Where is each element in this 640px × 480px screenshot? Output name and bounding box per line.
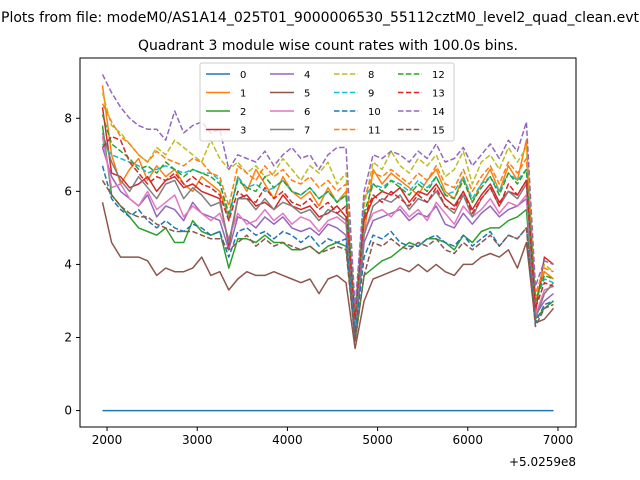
series-lines bbox=[101, 74, 555, 412]
y-tick-label: 0 bbox=[64, 404, 72, 418]
y-tick-label: 2 bbox=[64, 330, 72, 344]
plot-area: 2000 3000 4000 5000 6000 7000 0 2 4 6 8 +5.0259e8 bbox=[64, 57, 577, 469]
series-line-13 bbox=[101, 135, 554, 320]
legend-frame bbox=[199, 62, 455, 142]
chart-title: Quadrant 3 module wise count rates with … bbox=[138, 38, 518, 54]
x-tick-label: 2000 bbox=[92, 433, 123, 447]
series-line-3 bbox=[101, 107, 554, 331]
legend-label-13: 13 bbox=[432, 89, 445, 100]
series-line-11 bbox=[101, 103, 554, 310]
legend-label-15: 15 bbox=[432, 126, 445, 137]
legend-label-7: 7 bbox=[304, 126, 310, 137]
y-tick-label: 6 bbox=[64, 184, 72, 198]
x-tick-label: 4000 bbox=[272, 433, 303, 447]
y-axis: 0 2 4 6 8 bbox=[64, 111, 80, 418]
legend-label-10: 10 bbox=[368, 107, 381, 118]
legend-label-14: 14 bbox=[432, 107, 445, 118]
x-tick-label: 7000 bbox=[543, 433, 574, 447]
legend-label-12: 12 bbox=[432, 70, 445, 81]
x-tick-label: 3000 bbox=[182, 433, 213, 447]
legend-label-4: 4 bbox=[304, 70, 310, 81]
axes-frame bbox=[79, 57, 577, 428]
series-line-12 bbox=[101, 114, 554, 317]
legend-label-9: 9 bbox=[368, 89, 374, 100]
x-axis: 2000 3000 4000 5000 6000 7000 bbox=[92, 427, 573, 447]
x-tick-label: 6000 bbox=[453, 433, 484, 447]
series-line-5 bbox=[101, 202, 555, 350]
series-line-6 bbox=[101, 136, 554, 328]
series-line-2 bbox=[101, 125, 554, 342]
series-line-8 bbox=[101, 92, 554, 317]
y-tick-label: 4 bbox=[64, 257, 72, 271]
legend-label-0: 0 bbox=[240, 70, 246, 81]
y-tick-label: 8 bbox=[64, 111, 72, 125]
legend-label-6: 6 bbox=[304, 107, 310, 118]
legend-label-2: 2 bbox=[240, 107, 246, 118]
series-line-9 bbox=[101, 143, 554, 313]
legend-label-11: 11 bbox=[368, 126, 381, 137]
legend-label-8: 8 bbox=[368, 70, 374, 81]
x-tick-label: 5000 bbox=[362, 433, 393, 447]
legend-label-3: 3 bbox=[240, 126, 246, 137]
series-line-10 bbox=[101, 165, 554, 335]
series-line-4 bbox=[101, 147, 554, 339]
figure-suptitle: Plots from file: modeM0/AS1A14_025T01_90… bbox=[1, 10, 639, 26]
series-line-14 bbox=[101, 74, 554, 310]
legend-label-1: 1 bbox=[240, 89, 246, 100]
legend-label-5: 5 bbox=[304, 89, 310, 100]
series-line-15 bbox=[101, 180, 554, 342]
x-offset-label: +5.0259e8 bbox=[509, 455, 576, 469]
